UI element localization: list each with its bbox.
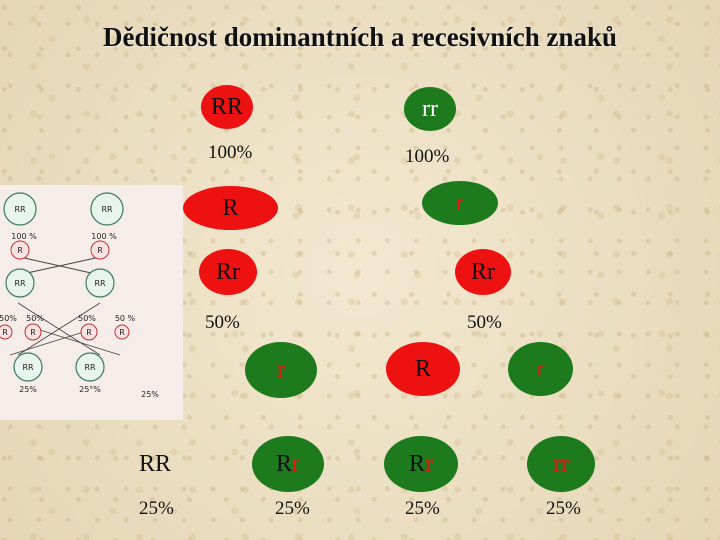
thumb-line [39, 329, 121, 356]
thumb-text: 50 % [115, 314, 136, 323]
f2-4-allele-a: r [553, 451, 561, 477]
thumb-text: RR [22, 363, 34, 372]
thumb-text: R [86, 328, 92, 337]
f2-2-allele-a: R [275, 451, 292, 477]
gamete-recessive-label: r [456, 190, 464, 216]
parent-recessive-oval: rr [404, 87, 456, 131]
thumb-cell [13, 352, 43, 382]
thumb-text: 100 % [11, 232, 37, 241]
thumb-text: 25°% [79, 385, 101, 394]
thumb-text: R [97, 246, 103, 255]
f2-3-allele-b: r [425, 451, 433, 477]
scheme-thumbnail: RR RR 100 % 100 % R R RR RR 50% 50% 50% … [0, 185, 183, 420]
thumb-line [17, 302, 101, 356]
thumb-gamete [114, 324, 130, 340]
f2-genotype-1: RR [139, 451, 171, 478]
thumb-gamete [90, 240, 110, 260]
thumb-gamete [0, 324, 13, 340]
scheme-thumbnail-drawing: RR RR 100 % 100 % R R RR RR 50% 50% 50% … [0, 192, 159, 399]
thumb-text: R [119, 328, 125, 337]
f2-4-allele-b: r [561, 451, 569, 477]
thumb-gamete [80, 323, 98, 341]
gamete-recessive-oval: r [422, 181, 498, 225]
thumb-cell [5, 268, 35, 298]
thumb-text: R [30, 328, 36, 337]
f1-right-allele-dominant: R [470, 259, 487, 285]
thumb-text: 25% [19, 385, 37, 394]
f2-2-allele-b: r [292, 451, 300, 477]
thumb-text: RR [84, 363, 96, 372]
f2-percent-3: 25% [405, 498, 440, 519]
f1-gamete-4-oval: r [508, 342, 573, 396]
f1-gamete-2: r [277, 357, 285, 383]
f1-right-percent: 50% [467, 312, 502, 333]
gamete-dominant-oval: R [183, 186, 278, 230]
f1-right-allele-recessive: r [487, 259, 495, 285]
f2-3-allele-a: R [408, 451, 425, 477]
thumb-cell [90, 192, 124, 226]
thumb-text: R [17, 246, 23, 255]
slide-title: Dědičnost dominantních a recesivních zna… [102, 22, 618, 52]
thumb-text: 100 % [91, 232, 117, 241]
f1-gamete-3-oval: R [386, 342, 460, 396]
f1-gamete-4: r [536, 356, 545, 382]
thumb-text: RR [14, 205, 26, 214]
gamete-dominant-label: R [222, 195, 239, 221]
f1-gamete-2-oval: r [245, 342, 317, 398]
f2-percent-1: 25% [139, 498, 174, 519]
thumb-text: RR [94, 279, 106, 288]
thumb-text: RR [101, 205, 113, 214]
thumb-text: 25% [141, 390, 159, 399]
thumb-cell [85, 268, 115, 298]
thumb-line [9, 329, 91, 356]
thumb-cell [3, 192, 37, 226]
f1-gamete-3: R [414, 356, 431, 382]
f1-left-percent: 50% [205, 312, 240, 333]
parent-recessive-percent: 100% [405, 146, 450, 167]
f2-1-allele-a: R [139, 451, 156, 477]
thumb-text: R [2, 328, 8, 337]
thumb-text: 50% [26, 314, 44, 323]
thumb-text: RR [14, 279, 26, 288]
parent-dominant-oval: RR [201, 85, 253, 129]
parent-dominant-genotype: RR [210, 94, 243, 120]
parent-dominant-percent: 100% [208, 142, 253, 163]
thumb-text: 50% [78, 314, 96, 323]
f2-1-allele-b: R [155, 451, 172, 477]
f2-percent-2: 25% [275, 498, 310, 519]
f2-percent-4: 25% [546, 498, 581, 519]
parent-recessive-genotype: rr [422, 96, 438, 122]
thumb-text: 50% [0, 314, 17, 323]
thumb-cell [75, 352, 105, 382]
thumb-line [17, 256, 101, 276]
f1-left-allele-dominant: R [215, 259, 232, 285]
thumb-gamete [24, 323, 42, 341]
thumb-gamete [10, 240, 30, 260]
f1-left-allele-recessive: r [232, 259, 240, 285]
